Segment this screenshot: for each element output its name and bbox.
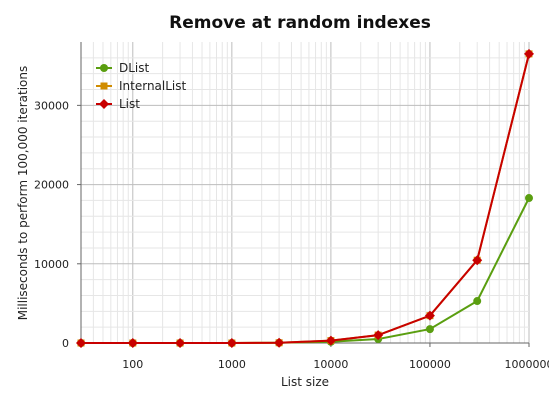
data-point-list [325, 335, 336, 346]
legend: DList InternalList List [96, 61, 187, 111]
series-layer [76, 48, 534, 348]
legend-label: List [119, 97, 140, 111]
chart-title: Remove at random indexes [169, 13, 431, 33]
y-tick-label: 30000 [34, 99, 69, 112]
data-point-list [274, 337, 285, 348]
x-tick-label: 1000000 [505, 358, 549, 371]
y-axis-label: Milliseconds to perform 100,000 iteratio… [16, 66, 30, 321]
x-tick-label: 100000 [409, 358, 451, 371]
legend-item-dlist: DList [96, 61, 150, 75]
data-point-list [524, 48, 534, 59]
legend-label: InternalList [119, 79, 187, 93]
series-line-list [81, 53, 530, 344]
data-point-list [175, 338, 186, 348]
data-point-list [127, 338, 138, 348]
data-point-dlist [473, 297, 482, 306]
plot-background [81, 42, 529, 343]
grid [80, 42, 530, 343]
data-point-list [472, 255, 483, 266]
data-point-list [226, 338, 237, 348]
legend-label: DList [119, 61, 150, 75]
legend-item-list: List [96, 97, 140, 111]
x-axis-label: List size [281, 375, 329, 389]
x-tick-label: 10000 [313, 358, 348, 371]
data-point-dlist [425, 325, 434, 334]
data-point-list [373, 330, 384, 341]
tick-labels: 100 1000 10000 100000 1000000 0 10000 20000 3000… [34, 99, 549, 371]
y-tick-label: 10000 [34, 258, 69, 271]
legend-item-internallist: InternalList [96, 79, 187, 93]
data-point-list [424, 310, 435, 321]
legend-swatch-marker [99, 99, 109, 109]
legend-swatch-marker [100, 64, 108, 72]
y-tick-label: 0 [62, 337, 69, 350]
y-tick-label: 20000 [34, 179, 69, 192]
x-tick-label: 1000 [218, 358, 246, 371]
x-tick-label: 100 [122, 358, 143, 371]
plot-area [81, 42, 529, 343]
data-point-dlist [525, 194, 533, 203]
legend-swatch-marker [100, 82, 108, 90]
data-point-list [76, 338, 86, 348]
series-list [76, 48, 534, 348]
